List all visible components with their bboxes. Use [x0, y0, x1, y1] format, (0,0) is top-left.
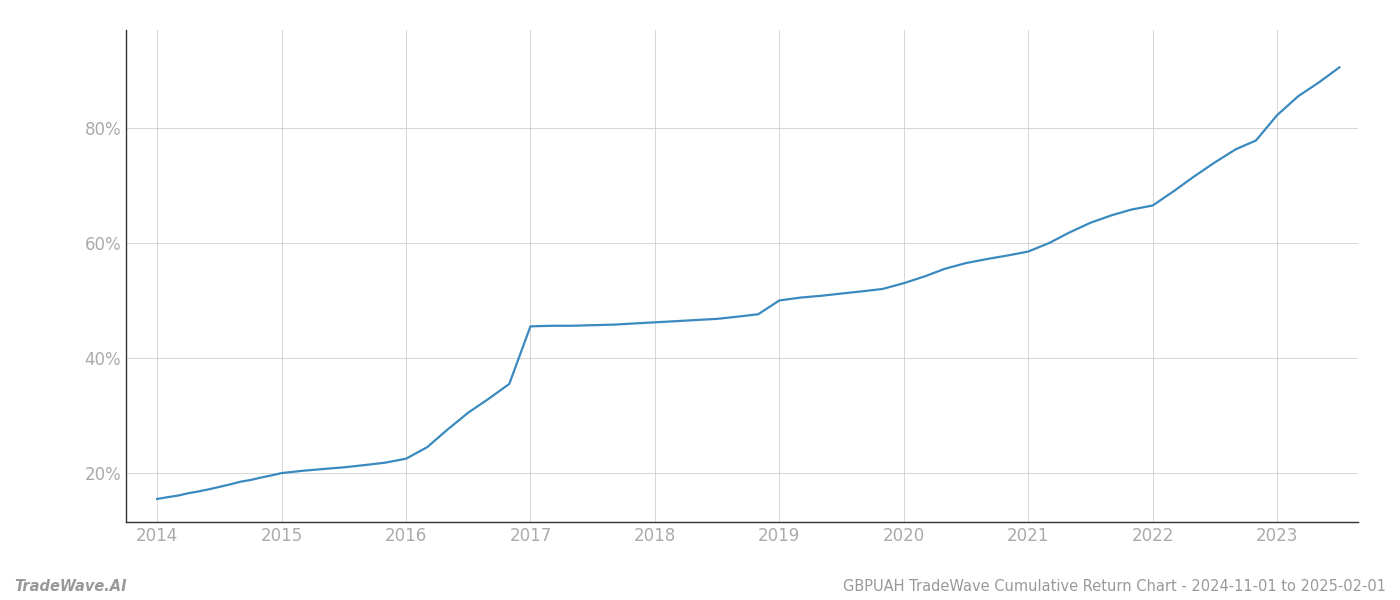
Text: TradeWave.AI: TradeWave.AI [14, 579, 126, 594]
Text: GBPUAH TradeWave Cumulative Return Chart - 2024-11-01 to 2025-02-01: GBPUAH TradeWave Cumulative Return Chart… [843, 579, 1386, 594]
